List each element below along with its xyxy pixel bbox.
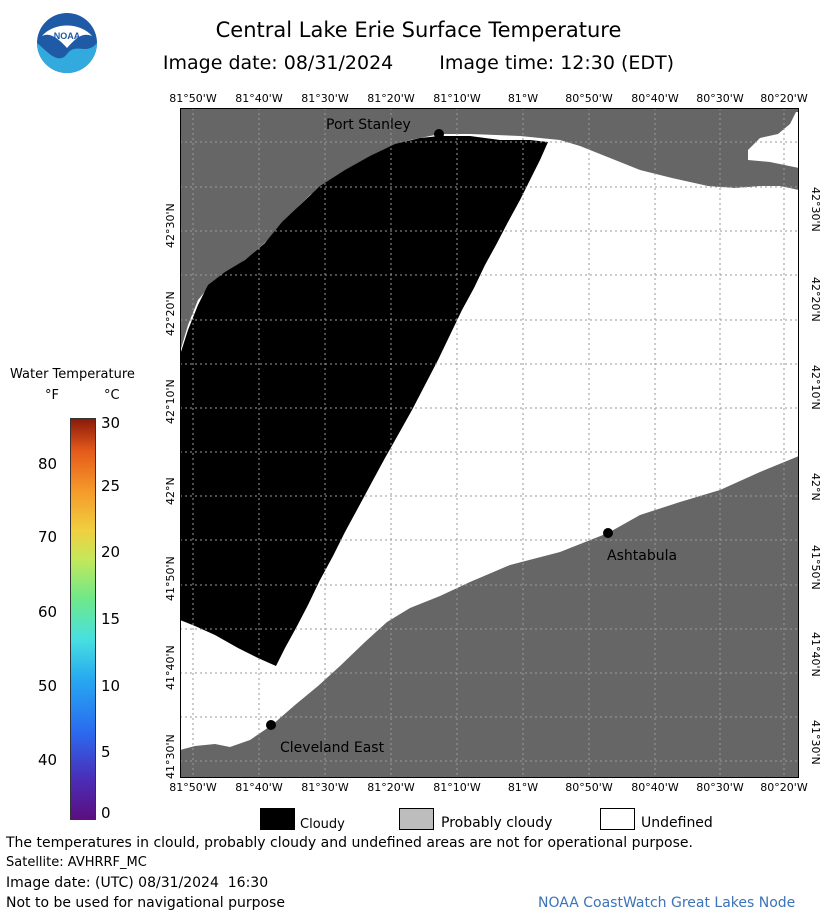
lon-label-bottom: 81°10'W (433, 781, 481, 794)
colorbar-c-tick: 25 (101, 477, 121, 495)
lat-label-right: 42°10'N (809, 365, 822, 410)
legend-label-probably-cloudy: Probably cloudy (441, 815, 553, 831)
place-label-ashtabula: Ashtabula (607, 548, 678, 564)
lon-label-bottom: 81°30'W (301, 781, 349, 794)
place-label-cleveland-east: Cleveland East (280, 740, 385, 756)
legend-label-cloudy: Cloudy (300, 817, 345, 832)
colorbar-f-tick: 50 (38, 677, 58, 695)
lon-label-top: 81°30'W (301, 92, 349, 105)
south-land (180, 456, 799, 778)
place-label-port-stanley: Port Stanley (326, 117, 411, 133)
north-inlet (748, 112, 799, 168)
legend-swatch-undefined (600, 808, 635, 830)
port-stanley-marker (434, 129, 444, 139)
lon-label-top: 81°20'W (367, 92, 415, 105)
lon-label-bottom: 81°W (507, 781, 539, 794)
lat-label-right: 41°30'N (809, 720, 822, 765)
lon-label-bottom: 80°50'W (565, 781, 613, 794)
satellite-text: Satellite: AVHRRF_MC (6, 855, 147, 870)
lat-label-left: 41°40'N (164, 645, 177, 690)
disclaimer-text: The temperatures in clould, probably clo… (6, 835, 693, 851)
legend-swatch-cloudy (260, 808, 295, 830)
lon-label-bottom: 81°50'W (169, 781, 217, 794)
lon-label-bottom: 80°30'W (696, 781, 744, 794)
cleveland-east-marker (266, 720, 276, 730)
lon-label-bottom: 80°40'W (631, 781, 679, 794)
lat-label-right: 42°30'N (809, 187, 822, 232)
lon-label-top: 80°50'W (565, 92, 613, 105)
lat-label-left: 42°30'N (164, 203, 177, 248)
legend-label-undefined: Undefined (641, 815, 713, 831)
colorbar-c-tick: 30 (101, 414, 121, 432)
colorbar-f-tick: 80 (38, 455, 58, 473)
image-date: Image date: 08/31/2024 (162, 52, 394, 74)
logo-text: NOAA (54, 31, 81, 41)
noaa-logo: NOAA (36, 12, 98, 74)
lon-label-top: 81°50'W (169, 92, 217, 105)
colorbar-f-tick: 70 (38, 528, 58, 546)
lake-map (180, 108, 799, 778)
lat-label-right: 41°50'N (809, 545, 822, 590)
colorbar-c-tick: 20 (101, 543, 121, 561)
map-frame (180, 108, 799, 778)
lon-label-top: 80°40'W (631, 92, 679, 105)
image-date-time: Image date: 08/31/2024 Image time: 12:30… (0, 52, 837, 74)
lon-label-top: 81°W (507, 92, 539, 105)
colorbar-title: Water Temperature (10, 367, 135, 382)
lat-label-right: 42°20'N (809, 277, 822, 322)
colorbar-c-tick: 5 (101, 743, 111, 761)
lat-label-right: 42°N (809, 473, 822, 501)
lon-label-top: 81°40'W (235, 92, 283, 105)
lon-label-bottom: 81°40'W (235, 781, 283, 794)
colorbar-f-tick: 60 (38, 603, 58, 621)
lat-label-left: 42°10'N (164, 379, 177, 424)
lat-label-right: 41°40'N (809, 632, 822, 677)
image-date-utc: Image date: (UTC) 08/31/2024 16:30 (6, 875, 269, 891)
page-title: Central Lake Erie Surface Temperature (215, 18, 622, 42)
colorbar-c-tick: 10 (101, 677, 121, 695)
legend-swatch-probably-cloudy (399, 808, 434, 830)
lon-label-bottom: 81°20'W (367, 781, 415, 794)
lon-label-top: 80°20'W (760, 92, 808, 105)
ashtabula-marker (603, 528, 613, 538)
credit-text: NOAA CoastWatch Great Lakes Node (538, 895, 796, 911)
navigation-warning: Not to be used for navigational purpose (6, 895, 285, 911)
colorbar-c-tick: 0 (101, 804, 111, 822)
colorbar (70, 418, 96, 820)
north-land (180, 108, 799, 352)
colorbar-c-tick: 15 (101, 610, 121, 628)
lon-label-top: 81°10'W (433, 92, 481, 105)
lon-label-top: 80°30'W (696, 92, 744, 105)
lat-label-left: 42°20'N (164, 291, 177, 336)
colorbar-f-tick: 40 (38, 751, 58, 769)
graticule (180, 108, 799, 778)
lat-label-left: 41°30'N (164, 734, 177, 779)
lat-label-left: 42°N (164, 477, 177, 505)
image-time: Image time: 12:30 (EDT) (439, 52, 675, 74)
lat-label-left: 41°50'N (164, 556, 177, 601)
cloud-mass (180, 136, 548, 666)
colorbar-unit-f: °F (45, 388, 59, 403)
lon-label-bottom: 80°20'W (760, 781, 808, 794)
colorbar-unit-c: °C (104, 388, 120, 403)
